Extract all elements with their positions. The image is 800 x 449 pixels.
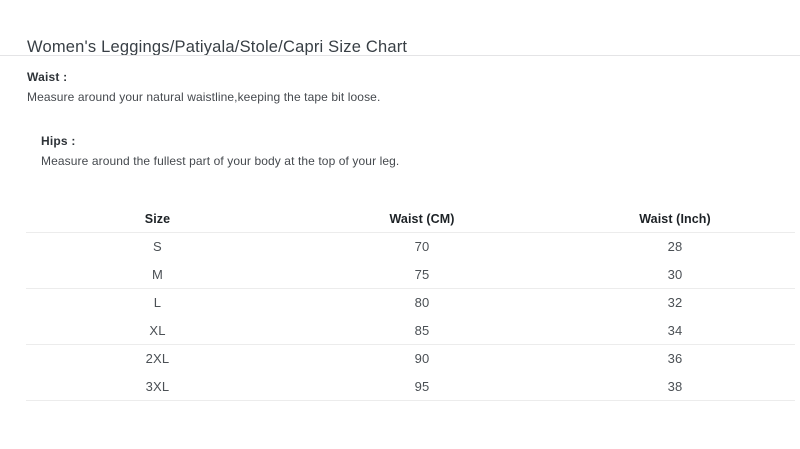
table-cell: 2XL bbox=[145, 351, 170, 367]
column-header: Waist (Inch) bbox=[555, 205, 795, 233]
table-cell: 32 bbox=[667, 295, 683, 311]
title-divider bbox=[0, 55, 800, 56]
size-chart-table-head: Size Waist (CM) Waist (Inch) bbox=[26, 205, 795, 233]
column-header: Size bbox=[26, 205, 289, 233]
table-cell: 90 bbox=[414, 351, 430, 367]
table-cell: 70 bbox=[414, 239, 430, 255]
waist-label: Waist : bbox=[27, 70, 68, 84]
table-cell: XL bbox=[26, 316, 289, 345]
table-cell: 34 bbox=[555, 316, 795, 345]
waist-description: Measure around your natural waistline,ke… bbox=[27, 90, 381, 104]
table-cell: L bbox=[153, 295, 162, 311]
hips-section: Hips : Measure around the fullest part o… bbox=[41, 134, 399, 169]
table-cell: 30 bbox=[555, 260, 795, 289]
table-cell: 36 bbox=[667, 351, 683, 367]
table-cell: 80 bbox=[414, 295, 430, 311]
column-header: Waist (CM) bbox=[288, 205, 556, 233]
table-row: M 75 30 bbox=[26, 260, 795, 289]
page-title: Women's Leggings/Patiyala/Stole/Capri Si… bbox=[27, 38, 408, 57]
table-cell: 75 bbox=[288, 260, 556, 289]
hips-description: Measure around the fullest part of your … bbox=[41, 154, 400, 168]
size-chart-table-body: S 70 28 M 75 30 L 80 32 XL 85 34 2XL 90 36 3XL 95 38 bbox=[26, 233, 795, 401]
table-cell: 85 bbox=[288, 316, 556, 345]
table-row: S 70 28 bbox=[26, 233, 795, 261]
table-row: L 80 32 bbox=[26, 289, 795, 317]
table-cell: S bbox=[153, 239, 162, 255]
table-cell: 3XL bbox=[26, 372, 289, 401]
hips-label: Hips : bbox=[41, 134, 76, 148]
table-cell: 28 bbox=[667, 239, 683, 255]
size-chart-table: Size Waist (CM) Waist (Inch) S 70 28 M 75 30 L 80… bbox=[26, 205, 795, 401]
table-row: 2XL 90 36 bbox=[26, 345, 795, 373]
waist-section: Waist : Measure around your natural wais… bbox=[27, 70, 380, 105]
table-cell: M bbox=[26, 260, 289, 289]
table-cell: 38 bbox=[555, 372, 795, 401]
table-header-row: Size Waist (CM) Waist (Inch) bbox=[26, 205, 795, 233]
table-row: 3XL 95 38 bbox=[26, 372, 795, 401]
table-row: XL 85 34 bbox=[26, 316, 795, 345]
table-cell: 95 bbox=[288, 372, 556, 401]
